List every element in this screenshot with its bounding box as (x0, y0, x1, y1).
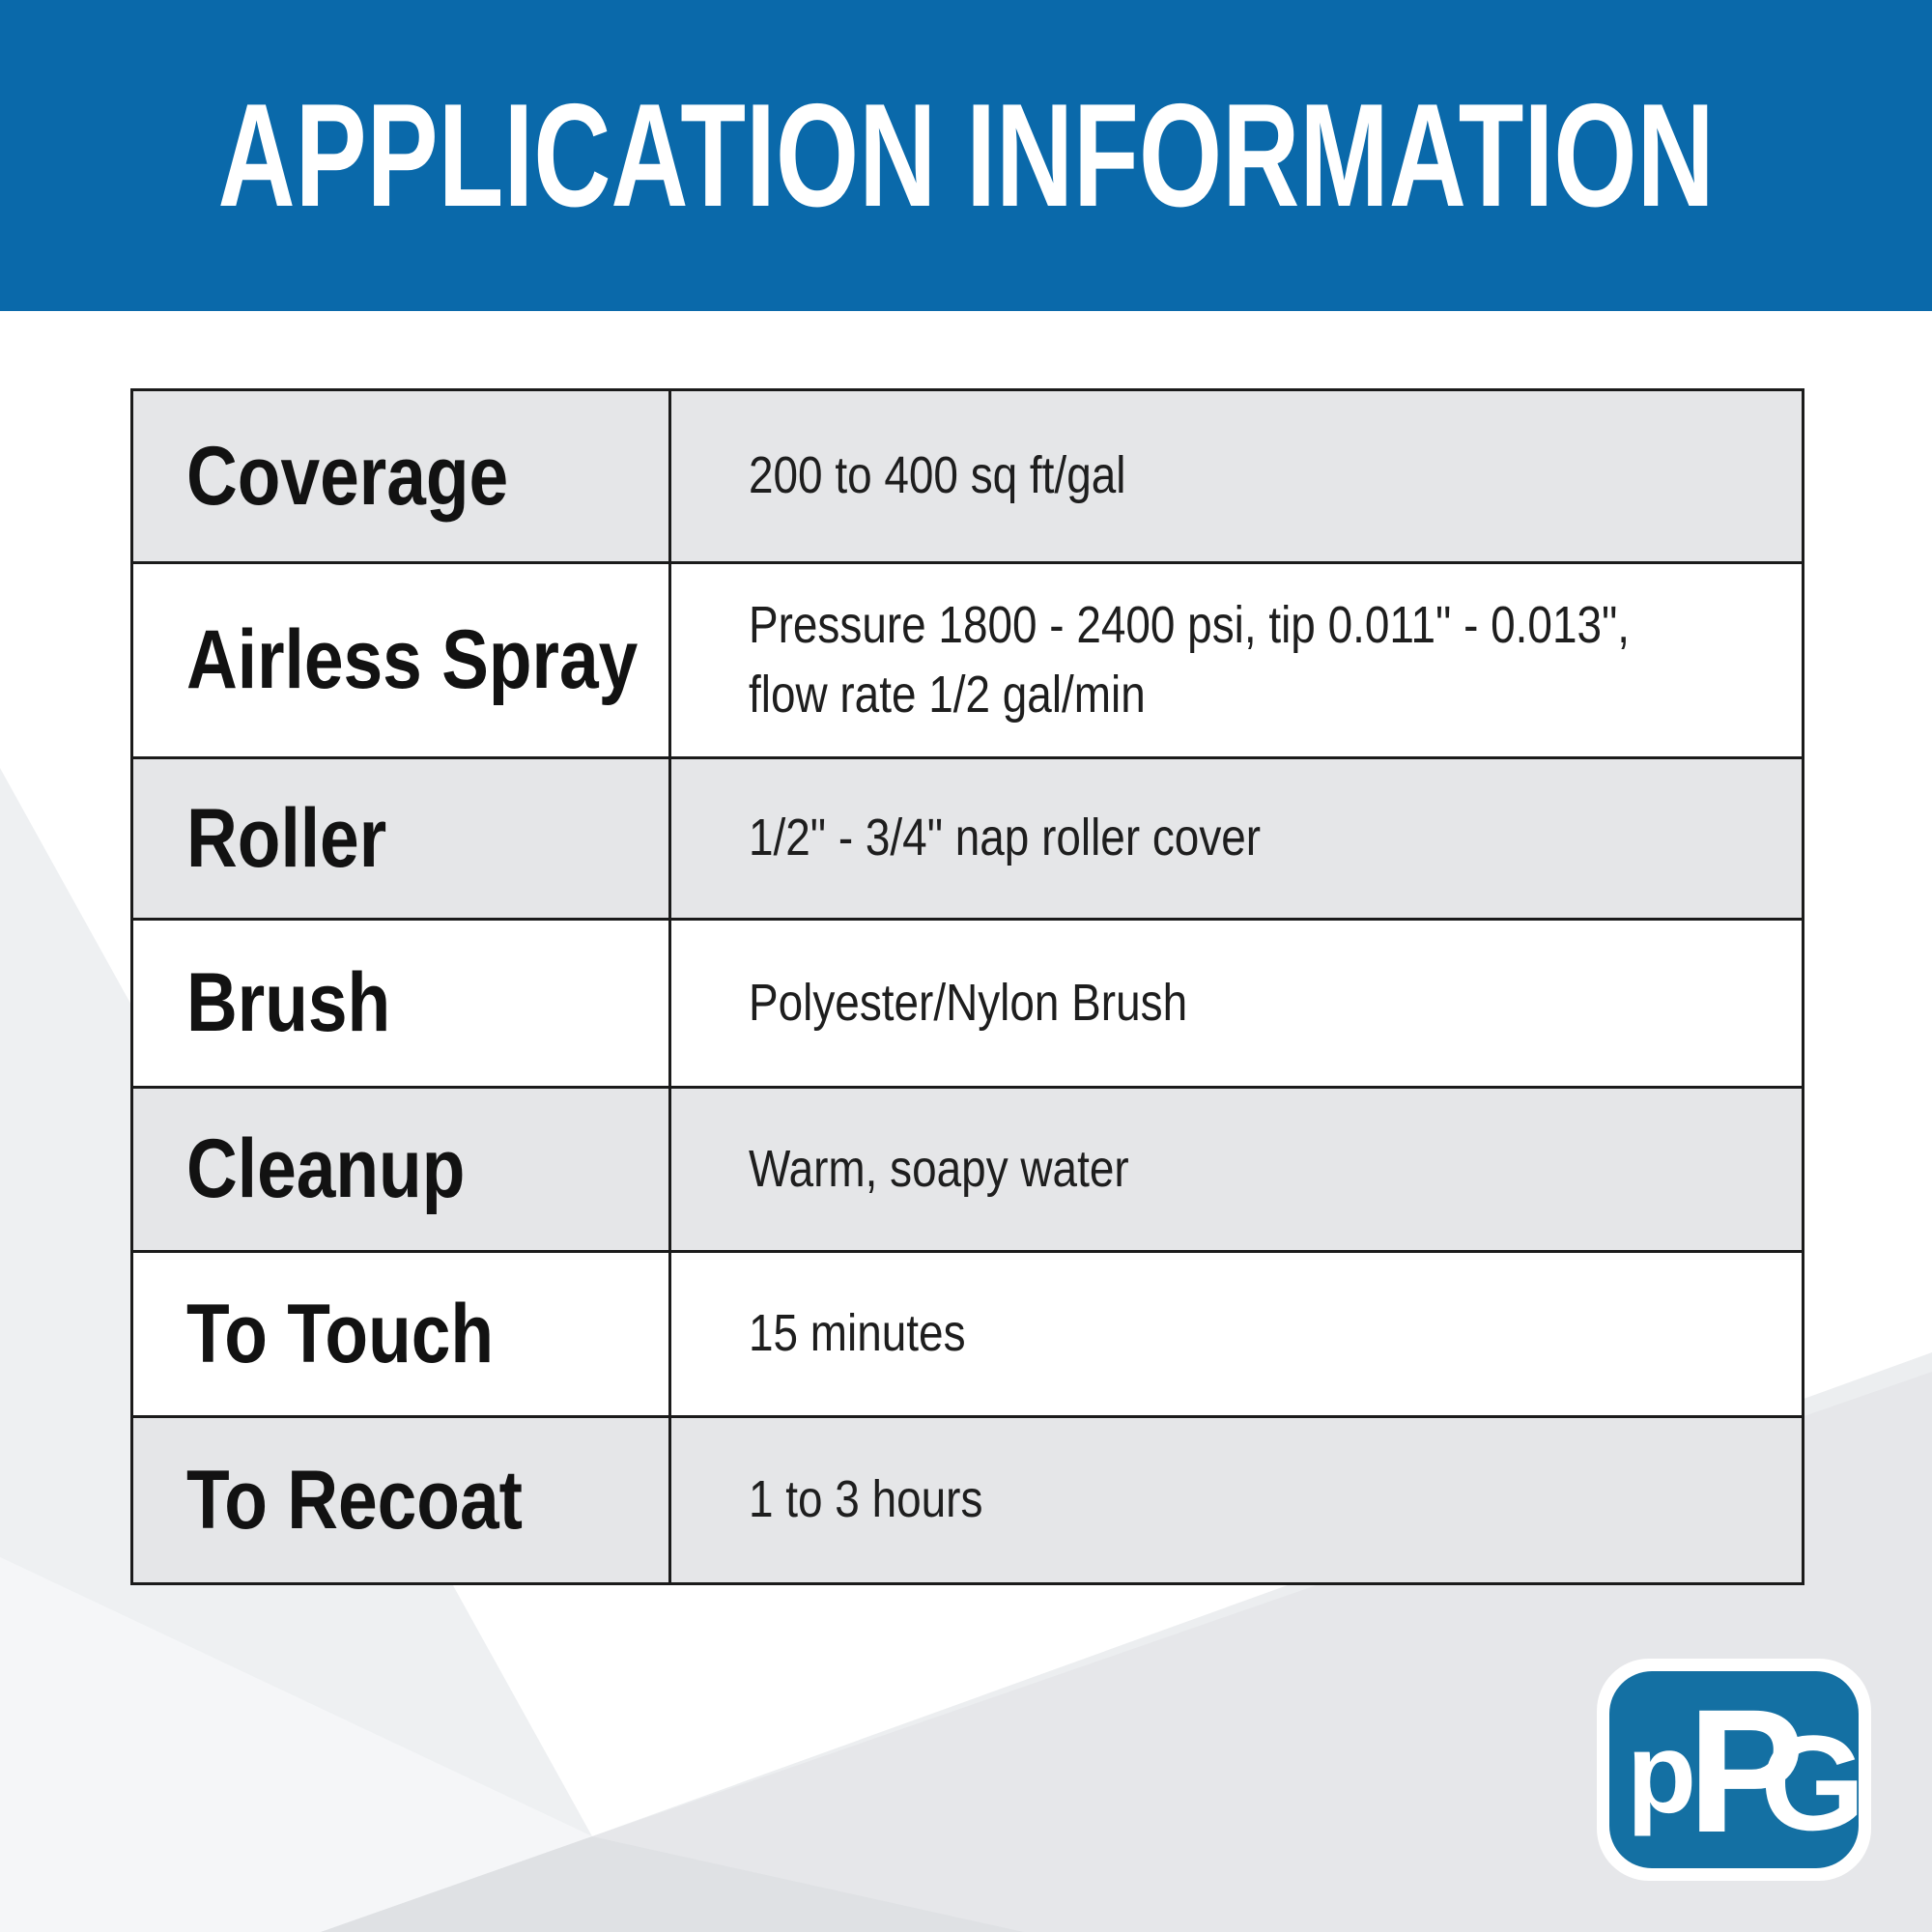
row-value-cell: 1/2" - 3/4" nap roller cover (671, 759, 1802, 918)
ppg-logo-background (1609, 1671, 1859, 1868)
table-row: Airless Spray Pressure 1800 - 2400 psi, … (133, 561, 1802, 756)
row-value-cell: 200 to 400 sq ft/gal (671, 391, 1802, 561)
table-row: To Touch 15 minutes (133, 1250, 1802, 1415)
ppg-letter-p2: P (1688, 1672, 1804, 1869)
row-label: To Touch (186, 1287, 495, 1380)
row-value: 1 to 3 hours (749, 1470, 983, 1529)
row-value: 200 to 400 sq ft/gal (749, 446, 1126, 505)
row-value-cell: Warm, soapy water (671, 1089, 1802, 1250)
row-label: To Recoat (186, 1453, 523, 1547)
ppg-letter-p1: p (1627, 1710, 1696, 1837)
ppg-letter-g: G (1760, 1707, 1865, 1859)
header-banner: APPLICATION INFORMATION (0, 0, 1932, 311)
row-label-cell: To Recoat (133, 1418, 671, 1582)
row-label-cell: Airless Spray (133, 564, 671, 756)
row-value: Polyester/Nylon Brush (749, 973, 1188, 1032)
row-value: Warm, soapy water (749, 1139, 1129, 1198)
row-label: Coverage (186, 429, 509, 523)
ppg-logo: p P G (1597, 1659, 1871, 1881)
row-value-cell: 1 to 3 hours (671, 1418, 1802, 1582)
row-label: Cleanup (186, 1122, 466, 1216)
page-title: APPLICATION INFORMATION (217, 72, 1715, 238)
row-label: Roller (186, 791, 387, 885)
table-row: Cleanup Warm, soapy water (133, 1086, 1802, 1250)
table-row: Coverage 200 to 400 sq ft/gal (133, 391, 1802, 561)
row-value-cell: 15 minutes (671, 1253, 1802, 1415)
row-value: 1/2" - 3/4" nap roller cover (749, 809, 1262, 867)
table-row: Brush Polyester/Nylon Brush (133, 918, 1802, 1086)
row-value-cell: Pressure 1800 - 2400 psi, tip 0.011" - 0… (671, 564, 1802, 756)
row-label-cell: Cleanup (133, 1089, 671, 1250)
application-table: Coverage 200 to 400 sq ft/gal Airless Sp… (130, 388, 1804, 1585)
row-label: Airless Spray (186, 613, 639, 707)
row-label-cell: Coverage (133, 391, 671, 561)
row-value: Pressure 1800 - 2400 psi, tip 0.011" - 0… (749, 595, 1631, 724)
table-row: Roller 1/2" - 3/4" nap roller cover (133, 756, 1802, 918)
row-label-cell: Brush (133, 921, 671, 1086)
row-label-cell: Roller (133, 759, 671, 918)
row-label-cell: To Touch (133, 1253, 671, 1415)
row-label: Brush (186, 956, 391, 1050)
table-row: To Recoat 1 to 3 hours (133, 1415, 1802, 1582)
row-value: 15 minutes (749, 1304, 966, 1363)
row-value-cell: Polyester/Nylon Brush (671, 921, 1802, 1086)
